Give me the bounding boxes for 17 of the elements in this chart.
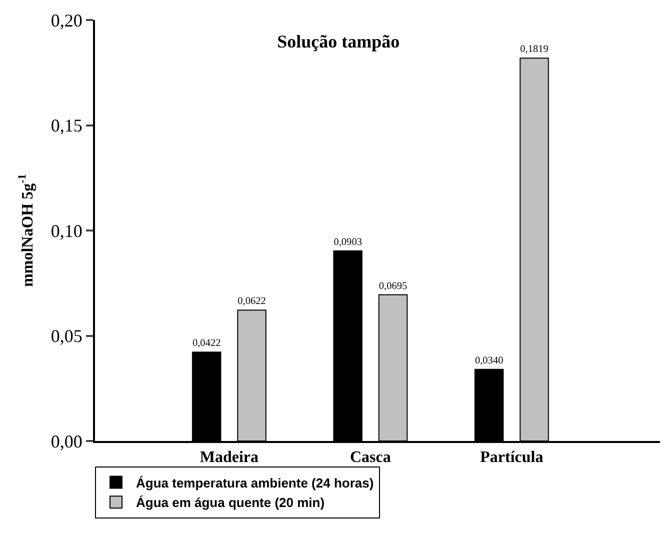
legend-label: Água em água quente (20 min) xyxy=(136,495,325,510)
text: 0,0622 xyxy=(238,296,266,308)
text: 0,0340 xyxy=(474,355,504,366)
x-tick-label: Partícula xyxy=(480,449,544,466)
text: 0,1819 xyxy=(520,44,548,56)
text: 0,0422 xyxy=(192,338,221,350)
y-tick-label: 0,05 xyxy=(50,326,82,346)
y-tick-label: 0,20 xyxy=(50,10,82,30)
x-tick-label: Casca xyxy=(350,449,391,466)
x-tick-label: Madeira xyxy=(200,449,259,466)
legend-label: Água temperatura ambiente (24 horas) xyxy=(136,475,374,490)
y-tick-label: 0,10 xyxy=(50,220,82,241)
y-tick-label: 0,00 xyxy=(50,431,82,452)
text: 0,0903 xyxy=(334,236,362,248)
text: 0,0695 xyxy=(378,280,408,292)
y-tick-label: 0,15 xyxy=(50,116,82,136)
text: Solução tampão xyxy=(277,31,400,52)
